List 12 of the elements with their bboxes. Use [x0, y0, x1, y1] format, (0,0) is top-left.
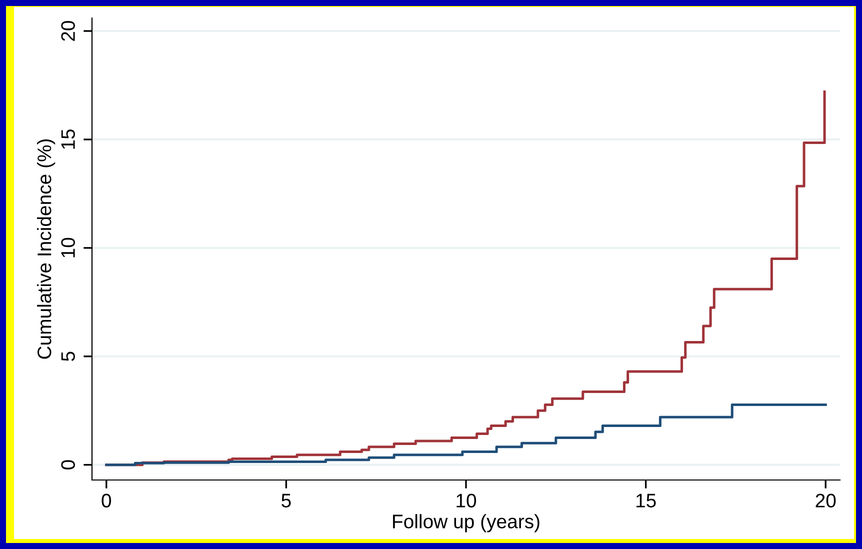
x-tick-label: 10: [456, 494, 476, 508]
y-tick-label: 15: [61, 129, 75, 149]
y-tick-label: 5: [61, 352, 75, 361]
x-axis-title: Follow up (years): [393, 514, 540, 532]
x-tick-label: 20: [816, 494, 836, 508]
x-tick-label: 5: [282, 494, 291, 508]
y-tick-label: 20: [61, 20, 75, 41]
x-tick-label: 0: [102, 494, 112, 508]
y-tick-label: 0: [61, 460, 75, 470]
y-tick-label: 10: [61, 238, 75, 258]
y-axis-title: Cumulative Incidence (%): [37, 139, 56, 359]
x-tick-label: 15: [636, 494, 656, 508]
